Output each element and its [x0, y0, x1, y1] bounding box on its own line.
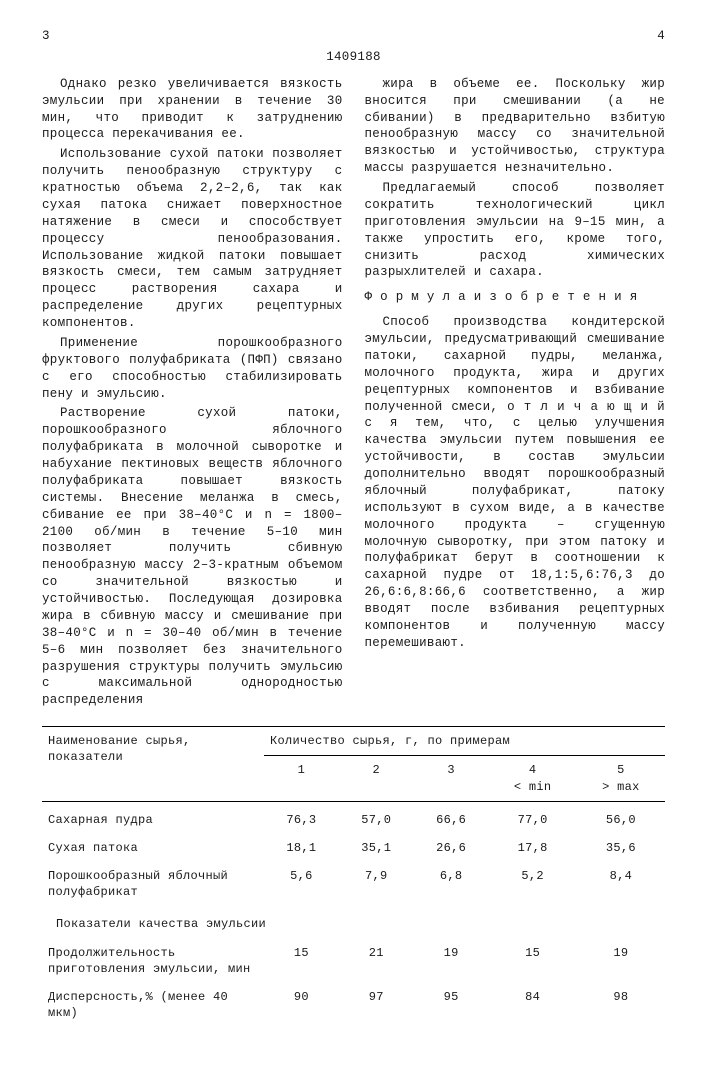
table-row: Продолжительность приготовления эмульсии… — [42, 939, 665, 983]
table-cell: 15 — [264, 939, 339, 983]
formula-heading: Ф о р м у л а и з о б р е т е н и я — [365, 289, 666, 306]
table-cell: 5,6 — [264, 862, 339, 906]
table-cell: 21 — [339, 939, 414, 983]
table-cell: 8,4 — [577, 862, 665, 906]
row-label: Порошкообразный яблочный полуфабрикат — [42, 862, 264, 906]
table-cell: 19 — [414, 939, 489, 983]
row-label: Продолжительность приготовления эмульсии… — [42, 939, 264, 983]
table-row: Сухая патока 18,1 35,1 26,6 17,8 35,6 — [42, 834, 665, 862]
page-header: 3 4 — [42, 28, 665, 45]
table-cell: 5,2 — [489, 862, 577, 906]
table-cell: 6,8 — [414, 862, 489, 906]
document-number: 1409188 — [42, 49, 665, 66]
table-cell: 18,1 — [264, 834, 339, 862]
paragraph: Способ производства кондитерской эмульси… — [365, 314, 666, 652]
row-label: Сахарная пудра — [42, 801, 264, 834]
table-row: Дисперсность,% (менее 40 мкм) 90 97 95 8… — [42, 983, 665, 1027]
table-subheader-cell: 2 — [339, 756, 414, 801]
table-header-cell: Количество сырья, г, по примерам — [264, 727, 665, 756]
table-cell: 35,6 — [577, 834, 665, 862]
table-cell: 17,8 — [489, 834, 577, 862]
table-cell: 57,0 — [339, 801, 414, 834]
table-cell: 56,0 — [577, 801, 665, 834]
table-cell: 7,9 — [339, 862, 414, 906]
column-left: Однако резко увеличивается вязкость эмул… — [42, 76, 343, 712]
page-number-left: 3 — [42, 28, 50, 45]
table-subheader-cell: 1 — [264, 756, 339, 801]
paragraph: жира в объеме ее. Поскольку жир вносится… — [365, 76, 666, 177]
data-table: Наименование сырья, показатели Количеств… — [42, 726, 665, 1027]
table-cell: 84 — [489, 983, 577, 1027]
paragraph: Использование сухой патоки позволяет пол… — [42, 146, 343, 332]
table-cell: 66,6 — [414, 801, 489, 834]
table-header-cell: Наименование сырья, показатели — [42, 727, 264, 802]
table-cell: 97 — [339, 983, 414, 1027]
table-cell: 98 — [577, 983, 665, 1027]
table-cell: 95 — [414, 983, 489, 1027]
paragraph: Растворение сухой патоки, порошкообразно… — [42, 405, 343, 709]
table-header-row: Наименование сырья, показатели Количеств… — [42, 727, 665, 756]
row-label: Дисперсность,% (менее 40 мкм) — [42, 983, 264, 1027]
table-subheader-cell: 5 > max — [577, 756, 665, 801]
table-subheader-cell: 4 < min — [489, 756, 577, 801]
table-subheader-cell: 3 — [414, 756, 489, 801]
page-number-right: 4 — [657, 28, 665, 45]
section-label: Показатели качества эмульсии — [42, 906, 665, 938]
paragraph: Однако резко увеличивается вязкость эмул… — [42, 76, 343, 144]
paragraph: Предлагаемый способ позволяет сократить … — [365, 180, 666, 281]
table-row: Порошкообразный яблочный полуфабрикат 5,… — [42, 862, 665, 906]
row-label: Сухая патока — [42, 834, 264, 862]
table-cell: 15 — [489, 939, 577, 983]
text-columns: Однако резко увеличивается вязкость эмул… — [42, 76, 665, 712]
paragraph: Применение порошкообразного фруктового п… — [42, 335, 343, 403]
table-cell: 76,3 — [264, 801, 339, 834]
column-right: жира в объеме ее. Поскольку жир вносится… — [365, 76, 666, 712]
table-cell: 19 — [577, 939, 665, 983]
table-section-row: Показатели качества эмульсии — [42, 906, 665, 938]
table-cell: 77,0 — [489, 801, 577, 834]
table-cell: 90 — [264, 983, 339, 1027]
table-cell: 35,1 — [339, 834, 414, 862]
table-cell: 26,6 — [414, 834, 489, 862]
table-row: Сахарная пудра 76,3 57,0 66,6 77,0 56,0 — [42, 801, 665, 834]
